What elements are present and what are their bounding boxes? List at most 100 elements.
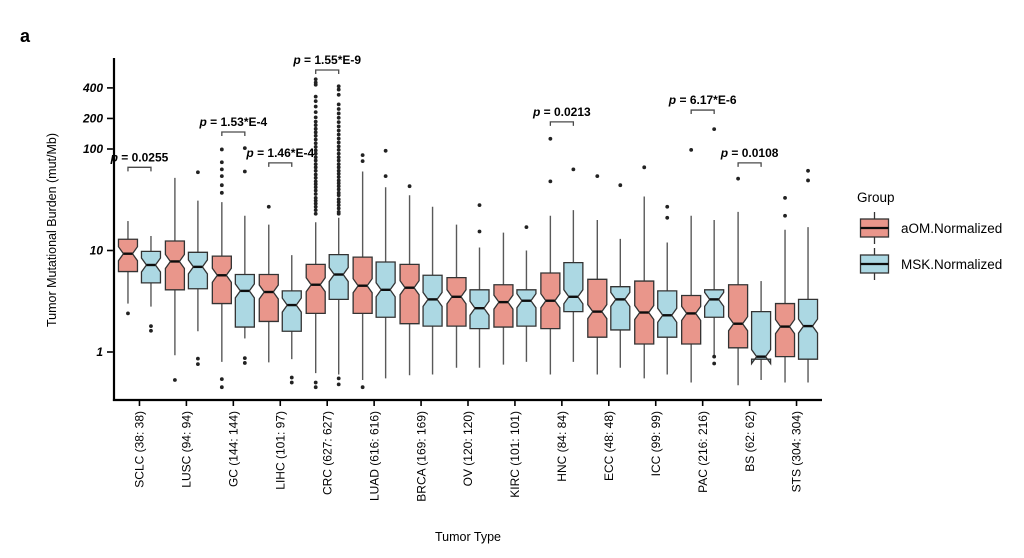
outlier-msk: [336, 151, 341, 156]
outlier-msk: [383, 148, 388, 153]
outlier-msk: [336, 175, 341, 179]
outlier-msk: [336, 181, 341, 186]
box-msk: [750, 310, 772, 366]
box-msk: [657, 290, 678, 338]
outlier-aom: [360, 159, 365, 163]
outlier-aom: [313, 198, 318, 203]
outlier-aom: [266, 204, 271, 209]
legend: Group aOM.Normalized MSK.Normalized: [857, 190, 1002, 283]
y-tick-label: 1: [96, 345, 103, 359]
p-value-label: p = 6.17*E-6: [668, 93, 737, 107]
outlier-aom: [126, 311, 130, 316]
outlier-msk: [242, 146, 247, 151]
outlier-aom: [313, 115, 318, 120]
outlier-msk: [477, 203, 482, 208]
outlier-aom: [219, 183, 224, 188]
box-aom: [681, 294, 702, 345]
box-msk: [610, 286, 631, 331]
outlier-msk: [336, 376, 341, 381]
outlier-msk: [336, 155, 341, 160]
outlier-msk: [336, 140, 341, 145]
outlier-msk: [336, 200, 341, 204]
y-tick-label: 100: [83, 142, 103, 156]
box-aom: [164, 240, 186, 291]
outlier-msk: [196, 356, 200, 361]
outlier-msk: [336, 92, 341, 97]
outlier-msk: [242, 361, 247, 365]
p-bracket: [221, 131, 246, 137]
outlier-aom: [313, 182, 318, 187]
x-tick-label: HNC (84: 84): [555, 411, 569, 482]
outlier-msk: [336, 128, 341, 133]
x-axis-title: Tumor Type: [435, 530, 501, 544]
box-msk: [704, 289, 725, 318]
outlier-aom: [313, 130, 318, 135]
x-tick-label: STS (304: 304): [790, 411, 804, 492]
outlier-aom: [642, 165, 647, 170]
x-tick-label: BRCA (169: 169): [414, 411, 428, 502]
outlier-msk: [571, 167, 576, 172]
outlier-msk: [806, 178, 810, 183]
outlier-aom: [313, 162, 318, 166]
outlier-msk: [336, 144, 341, 149]
y-tick-label: 200: [82, 112, 103, 126]
panel-label: a: [20, 26, 31, 46]
x-tick-label: BS (62: 62): [743, 411, 757, 472]
outlier-aom: [313, 168, 318, 173]
p-bracket: [690, 109, 715, 115]
outlier-msk: [196, 170, 200, 175]
outlier-aom: [313, 133, 318, 138]
outlier-aom: [313, 77, 318, 82]
x-tick-label: CRC (627: 627): [320, 411, 334, 495]
outlier-msk: [336, 115, 341, 120]
box-aom: [117, 238, 139, 273]
outlier-aom: [783, 213, 787, 218]
y-tick-label: 400: [82, 81, 103, 95]
box-aom: [258, 273, 279, 323]
outlier-aom: [313, 208, 318, 213]
box-msk: [516, 289, 537, 327]
x-tick-label: OV (120: 120): [461, 411, 475, 486]
x-tick-label: LUAD (616: 616): [367, 411, 381, 501]
outlier-aom: [313, 82, 318, 87]
outlier-msk: [336, 171, 341, 176]
x-tick-label: SCLC (38: 38): [133, 411, 147, 488]
outlier-aom: [313, 155, 318, 160]
p-bracket: [268, 162, 293, 167]
p-bracket: [315, 69, 340, 75]
outlier-msk: [149, 328, 153, 333]
box-msk: [797, 298, 819, 360]
outlier-aom: [219, 167, 224, 172]
outlier-aom: [313, 201, 318, 206]
outlier-msk: [242, 169, 247, 174]
outlier-msk: [336, 107, 341, 111]
x-tick-label: LIHC (101: 97): [273, 411, 287, 490]
outlier-aom: [313, 165, 318, 170]
outlier-aom: [313, 195, 318, 200]
outlier-aom: [313, 148, 318, 153]
p-value-label: p = 1.53*E-4: [198, 115, 267, 129]
outlier-aom: [313, 94, 318, 99]
x-tick-label: ECC (48: 48): [602, 411, 616, 481]
outlier-aom: [313, 175, 318, 180]
outlier-msk: [524, 225, 529, 230]
outlier-msk: [665, 215, 670, 220]
p-value-label: p = 0.0255: [110, 150, 169, 164]
outlier-msk: [336, 187, 341, 192]
outlier-msk: [336, 162, 341, 166]
box-msk: [563, 261, 584, 313]
outlier-aom: [173, 378, 177, 382]
outlier-aom: [313, 188, 318, 193]
outlier-msk: [806, 168, 810, 173]
outlier-aom: [360, 153, 365, 158]
outlier-aom: [219, 147, 224, 152]
outlier-aom: [313, 158, 318, 163]
outlier-msk: [336, 84, 341, 89]
outlier-msk: [336, 124, 341, 129]
box-msk: [234, 273, 255, 328]
outlier-aom: [219, 377, 224, 382]
outlier-aom: [313, 179, 318, 184]
outlier-msk: [712, 361, 717, 366]
outlier-msk: [149, 324, 153, 328]
